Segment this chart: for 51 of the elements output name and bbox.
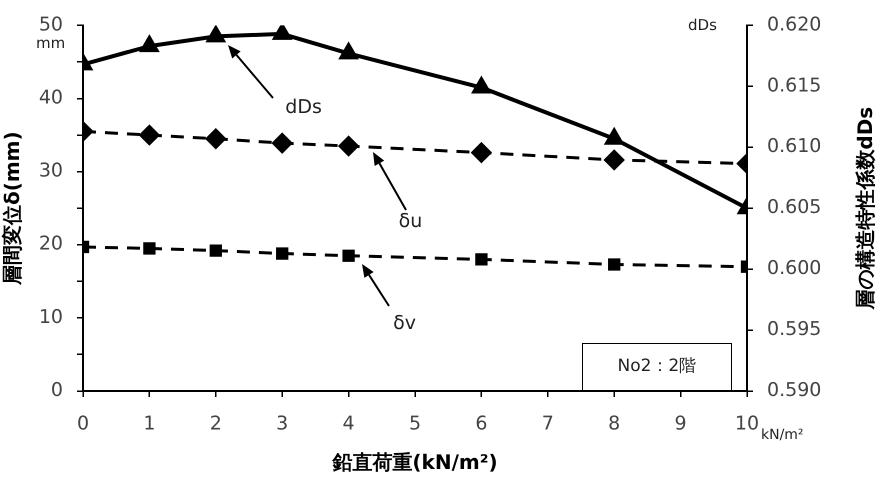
y2-tick-label: 0.610: [767, 135, 822, 158]
annotation: dDs: [285, 96, 322, 120]
x-tick-label: 2: [210, 412, 222, 434]
y-tick-label: 10: [38, 306, 63, 328]
x-tick-label: 6: [475, 412, 488, 434]
x-tick-label: 5: [408, 412, 422, 434]
point: [608, 258, 620, 271]
point: [206, 25, 226, 42]
x-tick-label: 3: [276, 412, 288, 434]
y-tick-label: 30: [38, 160, 63, 182]
y-tick-label: 50: [38, 13, 63, 36]
point: [604, 127, 624, 145]
annotation: dDs: [688, 16, 717, 35]
y2-axis-title: 層の構造特性係数dDs: [853, 106, 878, 311]
point: [604, 149, 625, 170]
y2-tick-label: 0.615: [767, 74, 822, 96]
annotation: No2：2階: [618, 356, 696, 377]
y-tick-label: 40: [38, 86, 63, 108]
point: [338, 136, 360, 157]
text: mm: [36, 34, 66, 53]
x-axis-title: 鉛直荷重(kN/m²): [331, 450, 498, 474]
x-tick-label: 8: [608, 412, 620, 434]
point: [210, 244, 222, 257]
point: [470, 142, 492, 164]
point: [342, 250, 355, 262]
x-tick-label: 4: [342, 412, 355, 434]
y-tick-label: 0: [50, 378, 63, 401]
x-tick-label: 1: [143, 412, 156, 434]
annotation: δv: [393, 312, 416, 335]
point: [475, 253, 488, 266]
point: [139, 34, 160, 52]
text: kN/m²: [761, 427, 804, 444]
y-axis-title: 層間変位δ(mm): [0, 131, 24, 286]
x-tick-label: 10: [734, 412, 760, 434]
y2-tick-label: 0.600: [767, 257, 822, 280]
point: [143, 242, 156, 255]
annotation: δu: [398, 210, 422, 233]
point: [338, 42, 359, 60]
x-tick-label: 0: [76, 412, 90, 434]
point: [138, 124, 160, 146]
y2-tick-label: 0.595: [767, 318, 822, 340]
point: [205, 128, 226, 150]
point: [272, 132, 293, 154]
x-tick-label: 7: [542, 412, 554, 434]
y2-tick-label: 0.620: [767, 13, 822, 36]
y2-tick-label: 0.605: [767, 196, 822, 218]
y-tick-label: 20: [38, 232, 63, 255]
y2-tick-label: 0.590: [767, 378, 822, 401]
point: [471, 76, 492, 94]
point: [276, 247, 288, 260]
x-tick-label: 9: [674, 412, 687, 434]
